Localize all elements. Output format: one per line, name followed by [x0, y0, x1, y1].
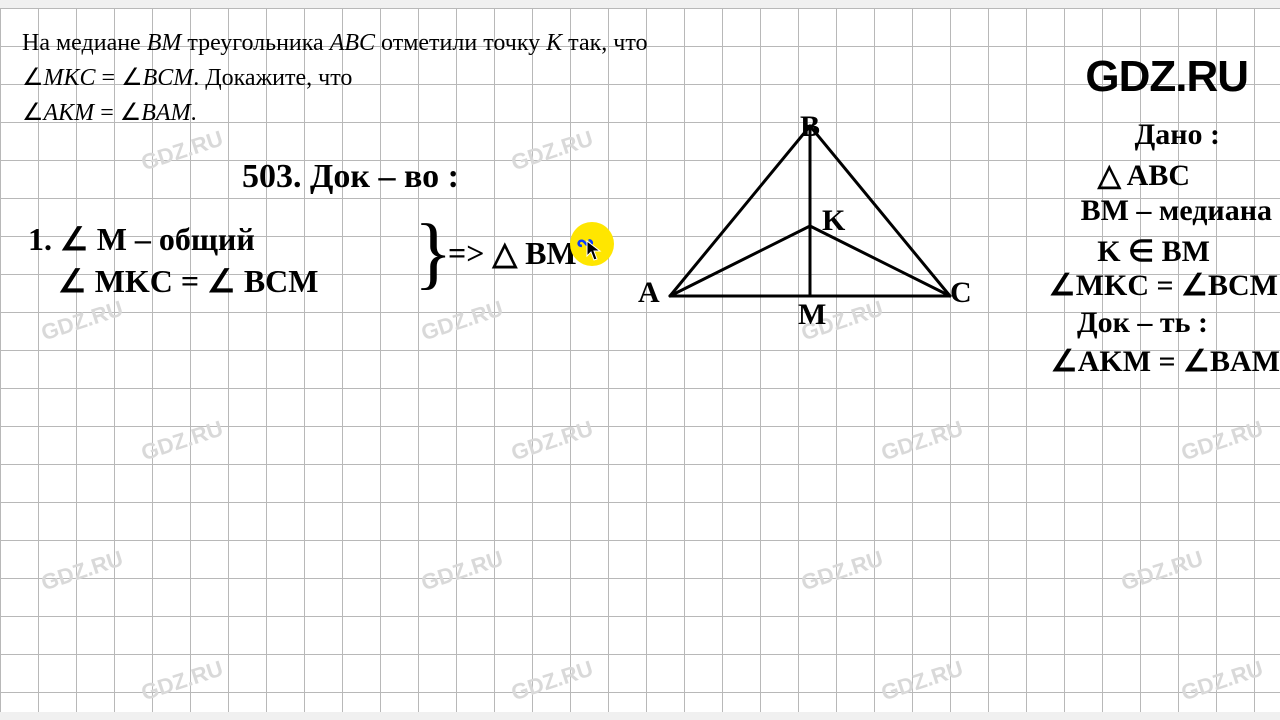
given-title: Дано :	[1135, 118, 1220, 152]
var-bcm: BCM	[143, 65, 194, 91]
problem-statement: На медиане BM треугольника ABC отметили …	[22, 26, 782, 130]
angle-sym: ∠	[22, 100, 44, 126]
watermark-text: GDZ.RU	[798, 546, 886, 597]
watermark-text: GDZ.RU	[1118, 546, 1206, 597]
triangle-svg	[650, 116, 970, 316]
watermark-text: GDZ.RU	[878, 416, 966, 467]
proof-step-1-line-2: ∠ MKC = ∠ BCM	[58, 262, 318, 300]
watermark-text: GDZ.RU	[138, 126, 226, 177]
txt: треугольника	[181, 30, 329, 56]
given-line-1: △ ABC	[1098, 158, 1190, 193]
var-k: K	[546, 30, 562, 56]
watermark-text: GDZ.RU	[138, 656, 226, 707]
var-bam: BAM	[141, 100, 190, 126]
vertex-label-a: A	[638, 276, 660, 310]
point-label-m: M	[798, 298, 826, 332]
site-logo: GDZ.RU	[1085, 52, 1248, 102]
watermark-text: GDZ.RU	[508, 656, 596, 707]
watermark-text: GDZ.RU	[418, 546, 506, 597]
brace-icon: }	[414, 208, 452, 299]
given-line-2: BM – медиана	[1081, 194, 1272, 228]
var-mkc: MKC	[44, 65, 96, 91]
txt: = ∠	[94, 100, 141, 126]
watermark-text: GDZ.RU	[1178, 416, 1266, 467]
watermark-text: GDZ.RU	[878, 656, 966, 707]
point-label-k: K	[822, 204, 845, 238]
proof-title: 503. Док – во :	[242, 158, 459, 196]
var-bm: BM	[147, 30, 182, 56]
txt: .	[191, 100, 197, 126]
var-akm: AKM	[44, 100, 95, 126]
watermark-text: GDZ.RU	[38, 546, 126, 597]
vertex-label-b: B	[800, 110, 820, 144]
watermark-text: GDZ.RU	[138, 416, 226, 467]
vertex-label-c: C	[950, 276, 972, 310]
given-line-4: ∠MKC = ∠BCM	[1049, 268, 1278, 303]
prove-title: Док – ть :	[1077, 306, 1208, 340]
watermark-text: GDZ.RU	[418, 296, 506, 347]
watermark-text: GDZ.RU	[508, 416, 596, 467]
txt: = ∠	[96, 65, 143, 91]
watermark-text: GDZ.RU	[38, 296, 126, 347]
proof-step-1-line-1: 1. ∠ M – общий	[28, 220, 255, 258]
txt: . Докажите, что	[193, 65, 352, 91]
watermark-text: GDZ.RU	[1178, 656, 1266, 707]
triangle-figure: B A C K M	[650, 116, 970, 336]
txt: На медиане	[22, 30, 147, 56]
watermark-text: GDZ.RU	[508, 126, 596, 177]
txt: так, что	[562, 30, 647, 56]
txt: отметили точку	[375, 30, 546, 56]
given-line-3: K ∈ BM	[1097, 234, 1210, 269]
prove-line: ∠AKM = ∠BAM	[1051, 344, 1280, 379]
worksheet-page: GDZ.RU GDZ.RU GDZ.RU GDZ.RU GDZ.RU GDZ.RU GDZ.…	[0, 8, 1280, 712]
cursor-arrow-icon	[586, 240, 602, 262]
angle-sym: ∠	[22, 65, 44, 91]
var-abc: ABC	[330, 30, 375, 56]
